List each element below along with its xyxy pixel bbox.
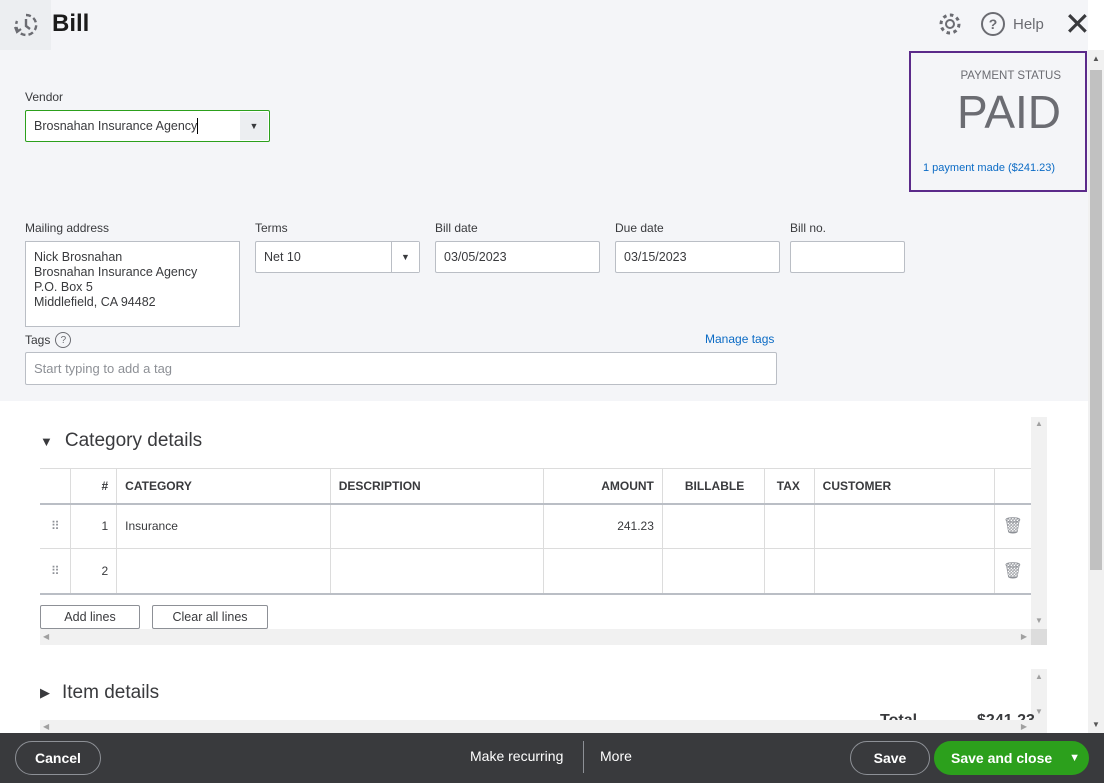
tags-label-row: Tags ?	[25, 332, 72, 348]
add-lines-button[interactable]: Add lines	[40, 605, 140, 629]
due-date-input[interactable]: 03/15/2023	[615, 241, 780, 273]
trash-icon[interactable]: 🗑	[994, 503, 1031, 549]
tags-label: Tags	[25, 333, 51, 347]
scrollbar-thumb[interactable]	[1090, 70, 1102, 570]
close-icon[interactable]: ✕	[1064, 6, 1091, 42]
chevron-down-icon[interactable]: ▼	[1069, 752, 1080, 764]
trash-icon[interactable]: 🗑	[994, 548, 1031, 595]
footer-bar: Cancel Make recurring More Save Save and…	[0, 733, 1104, 783]
column-header: AMOUNT	[543, 468, 663, 505]
cancel-button[interactable]: Cancel	[15, 741, 101, 775]
tax-cell[interactable]	[764, 503, 815, 549]
divider	[583, 741, 584, 773]
address-line: Brosnahan Insurance Agency	[34, 265, 198, 279]
customer-cell[interactable]	[814, 503, 995, 549]
terms-select[interactable]: Net 10 ▼	[255, 241, 420, 273]
amount-cell[interactable]	[543, 548, 663, 595]
row-number: 1	[70, 503, 118, 549]
category-cell[interactable]: Insurance	[116, 503, 331, 549]
page-scrollbar[interactable]: ▲ ▼	[1088, 50, 1104, 733]
item-details-title: Item details	[62, 682, 160, 703]
bill-date-label: Bill date	[435, 221, 478, 235]
save-and-close-button[interactable]: Save and close ▼	[934, 741, 1089, 775]
vendor-select[interactable]: Brosnahan Insurance Agency ▼	[25, 110, 270, 142]
save-and-close-label: Save and close	[951, 750, 1053, 766]
terms-value: Net 10	[264, 250, 301, 264]
total-label: Total	[880, 713, 917, 721]
address-line: Nick Brosnahan	[34, 250, 123, 264]
category-cell[interactable]	[116, 548, 331, 595]
help-icon: ?	[981, 12, 1005, 36]
mailing-address-field[interactable]: Nick Brosnahan Brosnahan Insurance Agenc…	[25, 241, 240, 327]
recent-transactions-button[interactable]	[0, 0, 51, 50]
billable-cell[interactable]	[662, 548, 765, 595]
address-line: P.O. Box 5	[34, 280, 93, 294]
bill-header-area	[0, 0, 1088, 401]
column-header: BILLABLE	[662, 468, 765, 505]
total-row: Total $241.23	[880, 713, 1035, 721]
vertical-scrollbar[interactable]: ▲ ▼	[1031, 417, 1047, 629]
bill-date-input[interactable]: 03/05/2023	[435, 241, 600, 273]
payments-made-link[interactable]: 1 payment made ($241.23)	[923, 162, 1056, 174]
due-date-label: Due date	[615, 221, 664, 235]
help-icon[interactable]: ?	[55, 332, 72, 348]
drag-handle-icon[interactable]: ⠿	[40, 548, 72, 595]
caret-right-icon: ▶	[40, 685, 50, 700]
tags-input[interactable]: Start typing to add a tag	[25, 352, 777, 385]
amount-cell[interactable]: 241.23	[543, 503, 663, 549]
vertical-scrollbar[interactable]: ▲ ▼	[1031, 669, 1047, 720]
help-button[interactable]: ? Help	[981, 12, 1044, 36]
bill-no-input[interactable]	[790, 241, 905, 273]
category-table: # CATEGORY DESCRIPTION AMOUNT BILLABLE T…	[40, 468, 1031, 595]
chevron-down-icon[interactable]: ▼	[391, 242, 419, 272]
row-number: 2	[70, 548, 118, 595]
column-header: DESCRIPTION	[330, 468, 545, 505]
more-button[interactable]: More	[600, 748, 632, 764]
customer-cell[interactable]	[814, 548, 995, 595]
column-header: CUSTOMER	[814, 468, 995, 505]
table-row[interactable]: ⠿ 1 Insurance 241.23 🗑	[40, 503, 1031, 549]
table-header-row: # CATEGORY DESCRIPTION AMOUNT BILLABLE T…	[40, 468, 1031, 505]
scroll-corner	[1031, 629, 1047, 645]
vendor-value: Brosnahan Insurance Agency	[34, 119, 198, 133]
table-row[interactable]: ⠿ 2 🗑	[40, 548, 1031, 595]
total-value: $241.23	[977, 713, 1035, 721]
address-line: Middlefield, CA 94482	[34, 295, 156, 309]
recent-transactions-icon	[13, 13, 37, 37]
manage-tags-link[interactable]: Manage tags	[705, 332, 775, 346]
tax-cell[interactable]	[764, 548, 815, 595]
clear-all-lines-button[interactable]: Clear all lines	[152, 605, 268, 629]
description-cell[interactable]	[330, 548, 545, 595]
mailing-address-label: Mailing address	[25, 221, 110, 235]
terms-label: Terms	[255, 221, 288, 235]
column-header: CATEGORY	[116, 468, 331, 505]
billable-cell[interactable]	[662, 503, 765, 549]
chevron-down-icon[interactable]: ▼	[240, 112, 268, 140]
make-recurring-button[interactable]: Make recurring	[470, 748, 564, 764]
column-header: TAX	[764, 468, 815, 505]
item-details-toggle[interactable]: ▶ Item details	[40, 682, 159, 704]
column-header: #	[70, 468, 118, 505]
caret-down-icon: ▼	[40, 433, 53, 449]
gear-icon[interactable]	[937, 11, 963, 40]
payment-status-label: PAYMENT STATUS	[960, 70, 1061, 82]
save-button[interactable]: Save	[850, 741, 930, 775]
drag-handle-icon[interactable]: ⠿	[40, 503, 72, 549]
page-title: Bill	[52, 10, 90, 37]
horizontal-scrollbar[interactable]: ◀ ▶	[40, 720, 1047, 733]
payment-status-panel: PAYMENT STATUS PAID 1 payment made ($241…	[909, 51, 1087, 192]
category-details-title: Category details	[64, 430, 203, 451]
vendor-label: Vendor	[25, 90, 64, 104]
horizontal-scrollbar[interactable]: ◀ ▶	[40, 629, 1031, 645]
payment-status-value: PAID	[957, 86, 1061, 138]
description-cell[interactable]	[330, 503, 545, 549]
bill-no-label: Bill no.	[790, 221, 827, 235]
help-label: Help	[1013, 15, 1044, 33]
category-details-toggle[interactable]: ▼ Category details	[40, 430, 202, 452]
